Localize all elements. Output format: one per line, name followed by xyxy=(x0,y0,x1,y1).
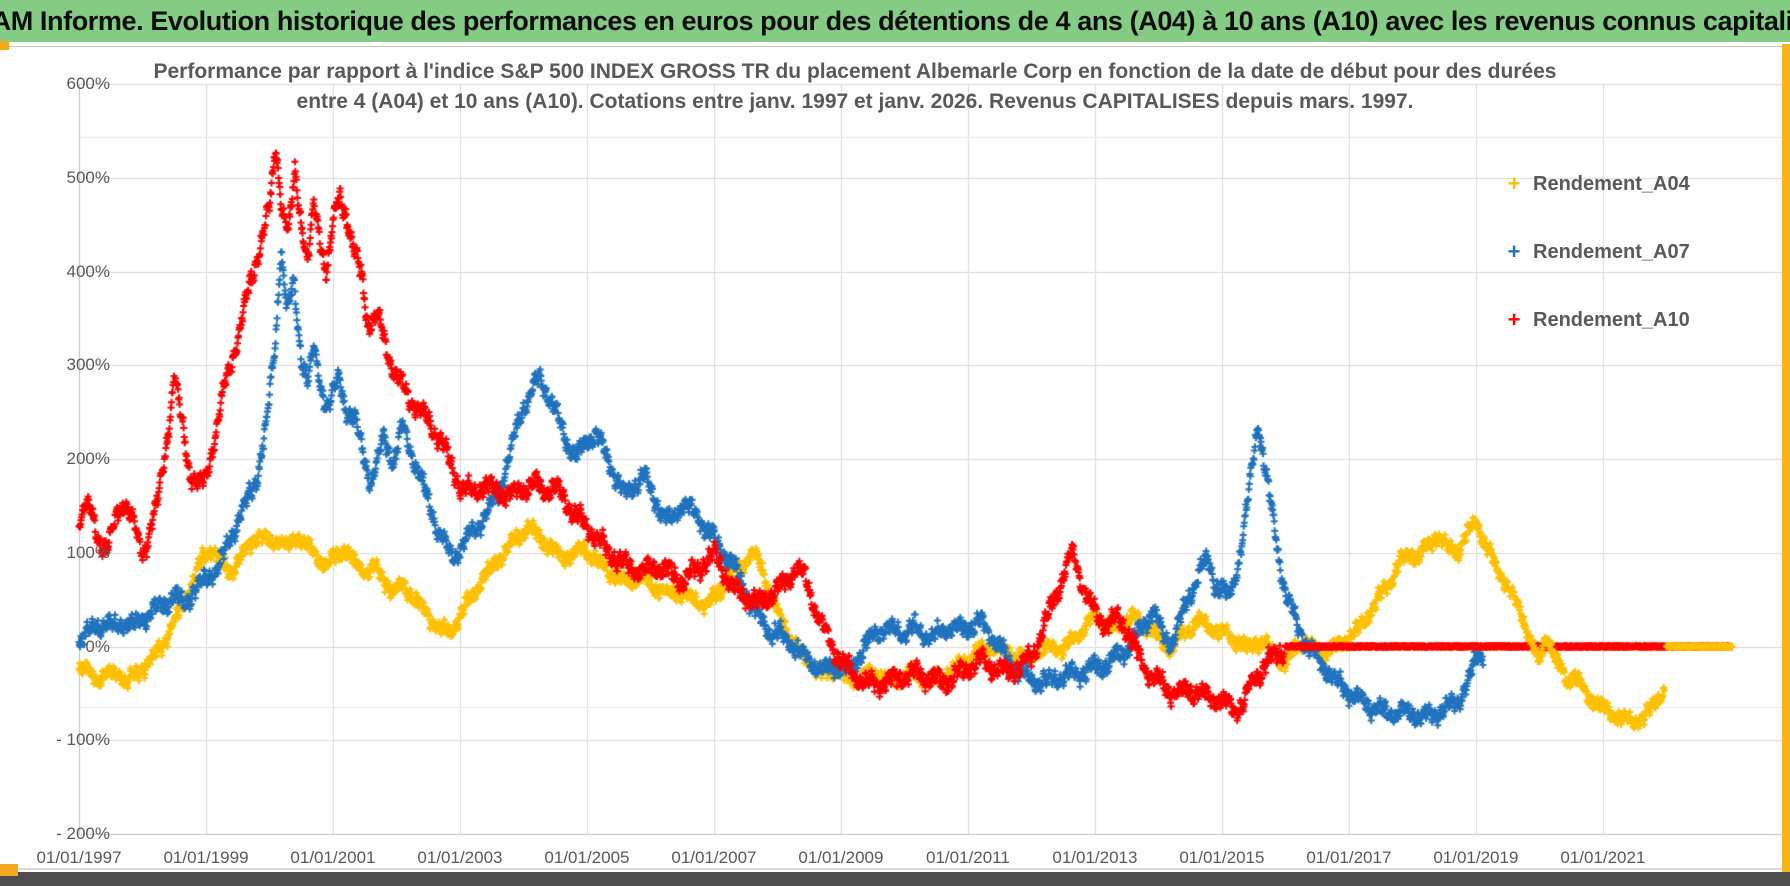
x-axis-tick-label: 01/01/2007 xyxy=(671,848,757,867)
legend-item-rendement-a10: + Rendement_A10 xyxy=(1503,286,1690,354)
footer-bar xyxy=(0,872,1790,886)
footer-divider xyxy=(0,868,1790,870)
legend-label: Rendement_A10 xyxy=(1533,308,1690,331)
legend-label: Rendement_A04 xyxy=(1533,172,1690,195)
x-axis-tick-label: 01/01/2015 xyxy=(1179,848,1265,867)
y-axis-tick-label: 100% xyxy=(66,542,110,562)
gold-corner-bottom-left xyxy=(0,864,18,876)
x-axis-tick-label: 01/01/2003 xyxy=(417,848,503,867)
y-axis-tick-label: - 100% xyxy=(56,730,110,750)
chart-title: Performance par rapport à l'indice S&P 5… xyxy=(60,57,1650,117)
banner-underline xyxy=(0,46,1790,47)
legend-label: Rendement_A07 xyxy=(1533,240,1690,263)
report-banner-title: ADAM Informe. Evolution historique des p… xyxy=(0,5,1790,36)
gold-corner-top-left xyxy=(0,41,9,50)
y-axis-tick-label: 400% xyxy=(66,261,110,281)
x-axis-tick-label: 01/01/2011 xyxy=(926,848,1010,867)
x-axis-tick-label: 01/01/1999 xyxy=(163,848,249,867)
x-axis-tick-label: 01/01/2021 xyxy=(1560,848,1646,867)
y-axis-tick-label: 500% xyxy=(66,167,110,187)
plus-marker-icon: + xyxy=(1507,307,1521,332)
y-axis-tick-label: 600% xyxy=(66,74,110,93)
chart-legend: + Rendement_A04 + Rendement_A07 + Rendem… xyxy=(1503,150,1690,354)
y-axis-tick-label: 300% xyxy=(66,355,110,375)
plus-marker-icon: + xyxy=(1507,239,1521,264)
report-banner: ADAM Informe. Evolution historique des p… xyxy=(0,0,1790,42)
x-axis-tick-label: 01/01/2001 xyxy=(290,848,376,867)
x-axis-tick-label: 01/01/1997 xyxy=(36,848,122,867)
gold-edge-right xyxy=(1782,44,1790,872)
y-axis-tick-label: - 200% xyxy=(56,824,110,843)
x-axis-tick-label: 01/01/2005 xyxy=(544,848,630,867)
y-axis-tick-label: 200% xyxy=(66,449,110,468)
chart-title-line1: Performance par rapport à l'indice S&P 5… xyxy=(153,60,1557,83)
chart-title-line2: entre 4 (A04) et 10 ans (A10). Cotations… xyxy=(296,90,1414,113)
legend-item-rendement-a04: + Rendement_A04 xyxy=(1503,150,1690,218)
y-axis-tick-label: 0% xyxy=(85,636,110,656)
x-axis-tick-label: 01/01/2017 xyxy=(1306,848,1392,867)
plus-marker-icon: + xyxy=(1507,171,1521,196)
x-axis-tick-label: 01/01/2013 xyxy=(1052,848,1138,867)
x-axis-tick-label: 01/01/2009 xyxy=(798,848,884,867)
x-axis-tick-label: 01/01/2019 xyxy=(1433,848,1519,867)
legend-item-rendement-a07: + Rendement_A07 xyxy=(1503,218,1690,286)
